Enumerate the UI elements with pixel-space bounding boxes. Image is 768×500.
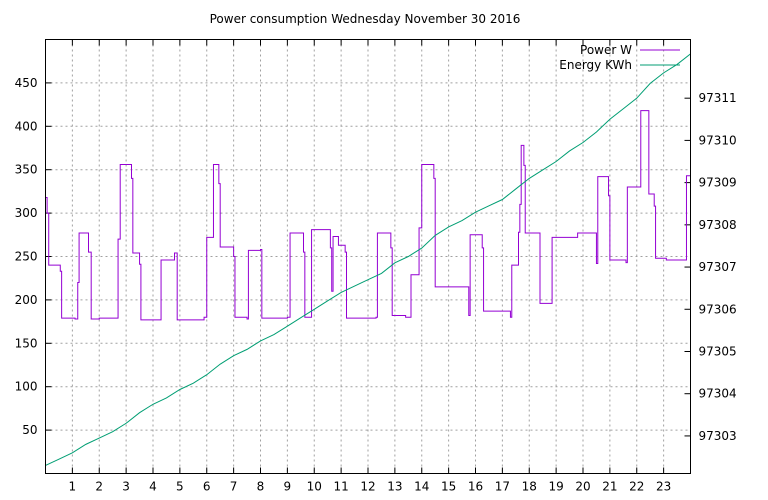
legend-label-energy: Energy KWh (559, 58, 632, 72)
x-tick-label: 5 (176, 480, 184, 494)
x-tick-label: 2 (95, 480, 103, 494)
y-tick-label: 400 (15, 119, 38, 133)
y-tick-label: 350 (15, 163, 38, 177)
y-tick-label: 300 (15, 206, 38, 220)
legend: Power W Energy KWh (559, 43, 680, 72)
x-tick-label: 7 (230, 480, 238, 494)
x-tick-label: 14 (414, 480, 429, 494)
x-tick-label: 22 (629, 480, 644, 494)
y2-tick-label: 97307 (699, 260, 737, 274)
y2-tick-label: 97310 (699, 133, 737, 147)
x-tick-label: 12 (360, 480, 375, 494)
x-tick-label: 21 (602, 480, 617, 494)
y2-tick-label: 97311 (699, 91, 737, 105)
x-tick-label: 10 (307, 480, 322, 494)
x-tick-label: 19 (548, 480, 563, 494)
y2-tick-label: 97305 (699, 344, 737, 358)
x-tick-label: 18 (522, 480, 537, 494)
y-tick-label: 200 (15, 293, 38, 307)
y2-tick-label: 97308 (699, 218, 737, 232)
grid (45, 39, 691, 474)
plot-frame (45, 39, 691, 474)
y2-tick-label: 97306 (699, 302, 737, 316)
series-line-energy (45, 53, 691, 466)
x-tick-label: 13 (387, 480, 402, 494)
x-tick-label: 6 (203, 480, 211, 494)
y-tick-label: 100 (15, 380, 38, 394)
axis-ticks: 1 2 3 4 5 6 7 8 9 10 11 12 13 14 15 16 17 18 19 20 21 22 23501… (15, 39, 737, 494)
series-line-power (45, 110, 691, 321)
x-tick-label: 20 (575, 480, 590, 494)
y2-tick-label: 97303 (699, 429, 737, 443)
legend-label-power: Power W (580, 43, 632, 57)
x-tick-label: 23 (656, 480, 671, 494)
chart-title: Power consumption Wednesday November 30 … (210, 12, 521, 26)
x-tick-label: 9 (284, 480, 292, 494)
y2-tick-label: 97304 (699, 387, 737, 401)
x-tick-label: 8 (257, 480, 265, 494)
y-tick-label: 450 (15, 76, 38, 90)
y-tick-label: 50 (22, 423, 37, 437)
x-tick-label: 17 (495, 480, 510, 494)
x-tick-label: 4 (149, 480, 157, 494)
y-tick-label: 150 (15, 336, 38, 350)
x-tick-label: 3 (122, 480, 130, 494)
x-tick-label: 15 (441, 480, 456, 494)
x-tick-label: 16 (468, 480, 483, 494)
y2-tick-label: 97309 (699, 176, 737, 190)
series-lines (45, 53, 691, 466)
y-tick-label: 250 (15, 250, 38, 264)
x-tick-label: 11 (333, 480, 348, 494)
x-tick-label: 1 (69, 480, 77, 494)
